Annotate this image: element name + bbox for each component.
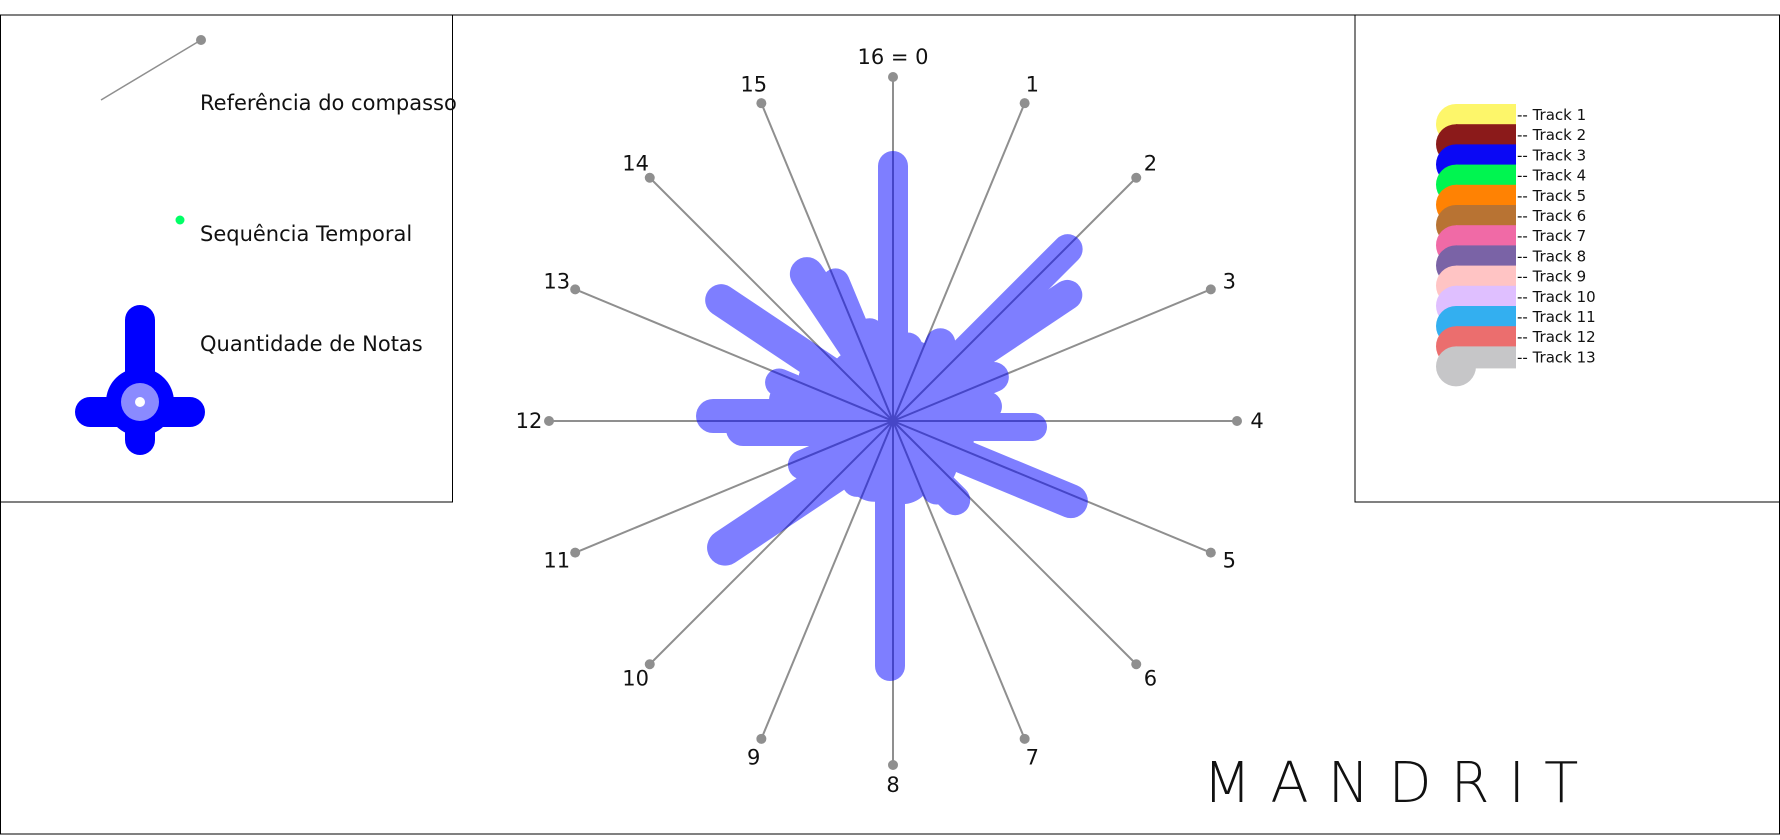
- beat-spoke-end: [570, 547, 581, 558]
- beat-spoke-end: [1019, 733, 1030, 744]
- beat-label: 6: [1144, 666, 1157, 690]
- legend-panel: [0, 14, 453, 503]
- beat-label: 14: [622, 152, 649, 176]
- beat-label: 16 = 0: [857, 45, 928, 69]
- beat-spoke-end: [1131, 659, 1142, 670]
- track-label: -- Track 13: [1517, 348, 1596, 366]
- track-label: -- Track 7: [1517, 227, 1586, 245]
- beat-spoke-end: [644, 172, 655, 183]
- beat-label: 7: [1026, 745, 1039, 769]
- beat-label: 9: [747, 745, 760, 769]
- beat-label: 5: [1223, 548, 1236, 572]
- track-label: -- Track 9: [1517, 268, 1586, 286]
- track-label: -- Track 10: [1517, 288, 1596, 306]
- track-legend: -- Track 1 -- Track 2 -- Track 3 -- Track 4…: [1436, 104, 1596, 387]
- beat-label: 3: [1223, 270, 1236, 294]
- beat-spoke-end: [888, 760, 898, 770]
- beat-spoke-end: [1019, 98, 1030, 109]
- beat-label: 2: [1144, 152, 1157, 176]
- beat-label: 1: [1026, 73, 1039, 97]
- time-sequence-dot-icon: [175, 215, 185, 225]
- track-label: -- Track 5: [1517, 187, 1586, 205]
- legend: Referência do compasso Sequência Tempora…: [75, 35, 457, 455]
- beat-spoke-end: [1131, 172, 1142, 183]
- note-quantity-icon: [75, 305, 205, 455]
- beat-spoke-end: [888, 72, 898, 82]
- beat-spoke-end: [570, 284, 581, 295]
- track-label: -- Track 8: [1517, 247, 1586, 265]
- track-label: -- Track 11: [1517, 308, 1596, 326]
- beat-label: 10: [622, 666, 649, 690]
- measure-reference-line-icon: [100, 39, 202, 101]
- legend-note-quantity: Quantidade de Notas: [200, 332, 423, 356]
- legend-time-sequence: Sequência Temporal: [200, 222, 412, 246]
- beat-spoke-end: [1232, 416, 1242, 426]
- brand-wordmark: MANDRIT: [1203, 751, 1597, 816]
- track-label: -- Track 1: [1517, 106, 1586, 124]
- beat-spoke-end: [756, 98, 767, 109]
- note-core: [835, 363, 951, 479]
- track-label: -- Track 4: [1517, 167, 1586, 185]
- beat-spoke-end: [544, 416, 554, 426]
- measure-reference-dot-icon: [196, 35, 206, 45]
- beat-label: 12: [516, 409, 543, 433]
- beat-label: 8: [886, 773, 899, 797]
- note-blobs: [696, 151, 1088, 681]
- legend-measure-reference: Referência do compasso: [200, 91, 457, 115]
- beat-spoke-end: [756, 733, 767, 744]
- beat-spoke-end: [1205, 547, 1216, 558]
- track-label: -- Track 2: [1517, 126, 1586, 144]
- beat-label: 4: [1250, 409, 1263, 433]
- beat-label: 11: [543, 548, 570, 572]
- track-label: -- Track 3: [1517, 146, 1586, 164]
- beat-spoke-end: [644, 659, 655, 670]
- track-label: -- Track 12: [1517, 328, 1596, 346]
- beat-label: 13: [543, 270, 570, 294]
- track-label: -- Track 6: [1517, 207, 1586, 225]
- track-swatch: [1436, 346, 1516, 387]
- beat-spoke-end: [1205, 284, 1216, 295]
- beat-label: 15: [740, 73, 767, 97]
- note-node: [878, 281, 908, 311]
